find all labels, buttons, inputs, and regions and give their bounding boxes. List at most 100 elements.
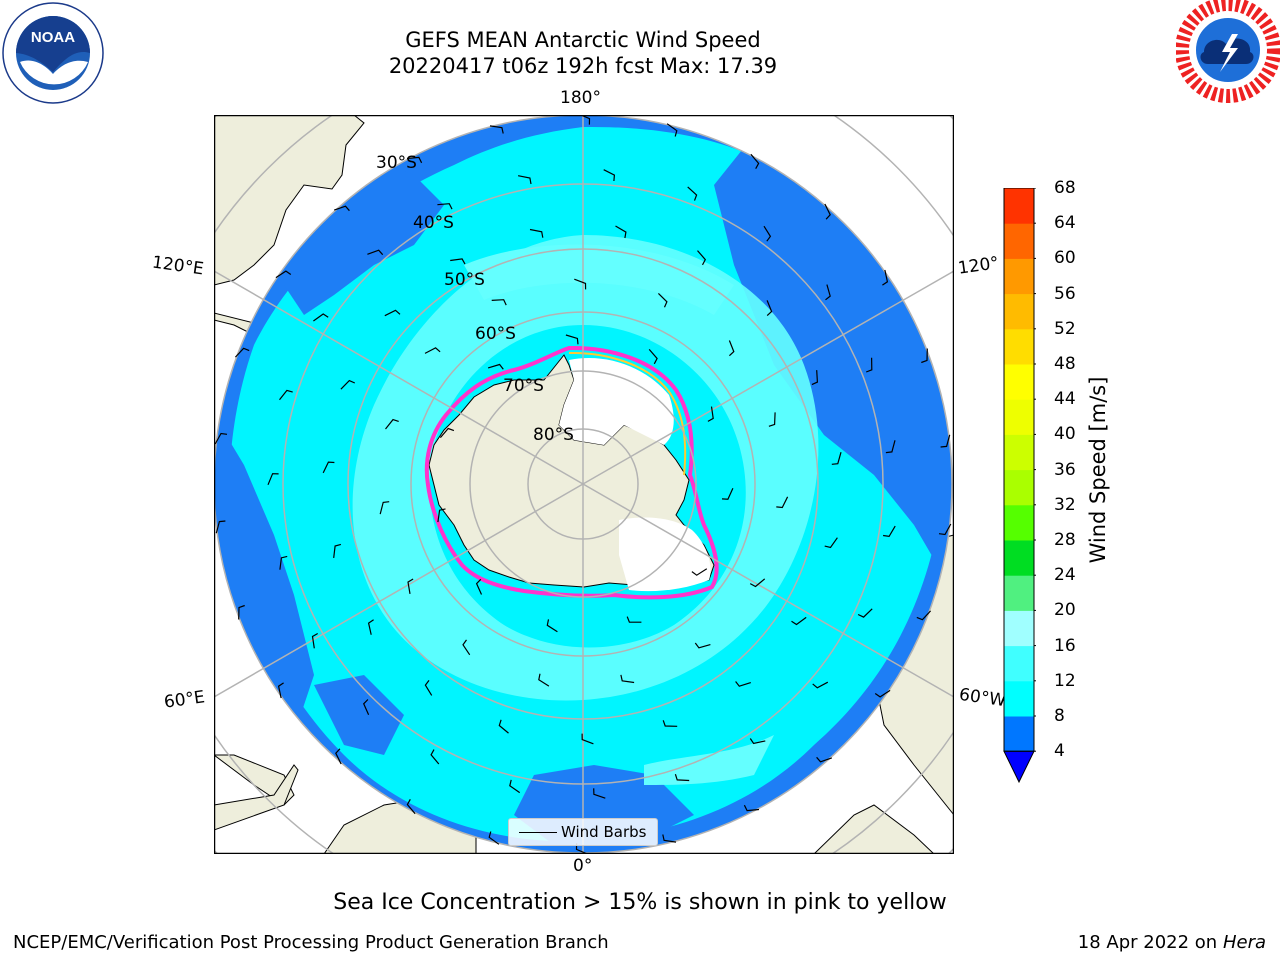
wind-barb — [574, 278, 587, 290]
wind-barb — [824, 203, 831, 220]
legend-label: Wind Barbs — [561, 823, 647, 841]
wind-barb — [234, 347, 250, 358]
colorbar-tick-label: 52 — [1054, 318, 1076, 339]
wind-barb — [313, 313, 329, 322]
colorbar — [1002, 187, 1036, 784]
colorbar-tick-label: 32 — [1054, 494, 1076, 515]
wind-barb — [439, 427, 455, 438]
wind-barb — [674, 774, 690, 782]
wind-barb — [538, 673, 550, 687]
wind-barb — [874, 689, 891, 698]
colorbar-extend-arrow — [1003, 750, 1035, 784]
colorbar-segment — [1004, 575, 1034, 611]
wind-barb — [831, 452, 842, 465]
chart-subtitle: 20220417 t06z 192h fcst Max: 17.39 — [388, 54, 778, 78]
wind-barb — [750, 153, 760, 169]
wind-barb — [766, 300, 773, 317]
footer-date: 18 Apr 2022 on Hera — [1078, 932, 1266, 953]
legend-barb-line — [519, 832, 557, 833]
colorbar-tick-label: 20 — [1054, 600, 1076, 621]
lon-label-bottom: 0° — [573, 856, 593, 876]
wind-barb — [488, 831, 500, 845]
wind-barb — [938, 523, 952, 536]
wind-barb — [921, 348, 928, 364]
footer-date-text: 18 Apr 2022 on — [1077, 932, 1218, 953]
colorbar-segment — [1004, 504, 1034, 541]
lon-label-right-lower: 60°W — [957, 684, 1008, 712]
wind-barb — [620, 674, 635, 684]
noaa-logo: NOAA — [2, 2, 104, 104]
wind-barb — [865, 357, 873, 373]
wind-barb — [883, 525, 896, 538]
wind-barb — [707, 406, 714, 422]
wind-barb — [565, 334, 579, 345]
wind-barb — [215, 520, 226, 534]
wind-barb — [626, 616, 642, 623]
wind-barb — [666, 123, 678, 137]
wind-barb — [940, 434, 951, 448]
wind-barb — [648, 349, 658, 365]
colorbar-tick-label: 12 — [1054, 670, 1076, 691]
wind-barb — [489, 125, 504, 134]
wind-barb — [487, 363, 504, 370]
wind-barb — [275, 270, 292, 279]
colorbar-tick-label: 60 — [1054, 248, 1076, 269]
wind-barb — [450, 258, 466, 265]
colorbar-segment — [1004, 610, 1034, 647]
wind-barb — [238, 604, 245, 620]
lat-label-60s: 60°S — [475, 324, 516, 344]
colorbar-tick-label: 28 — [1054, 530, 1076, 550]
wind-barb — [340, 379, 356, 390]
colorbar-tick-label: 8 — [1054, 706, 1065, 726]
lat-label-80s: 80°S — [533, 425, 574, 445]
wind-barb — [694, 642, 711, 649]
wind-barb — [581, 733, 594, 745]
wind-barb — [721, 488, 734, 500]
lon-label-left-lower: 60°E — [162, 687, 207, 713]
wind-barb — [430, 749, 440, 765]
wind-barb — [615, 225, 627, 239]
wind-barb — [825, 284, 831, 301]
wind-barb — [277, 682, 284, 699]
map-caption: Sea Ice Concentration > 15% is shown in … — [333, 890, 947, 915]
wind-barb — [267, 473, 279, 486]
colorbar-segment — [1004, 645, 1034, 682]
wind-barb — [812, 681, 829, 689]
colorbar-tick-label: 40 — [1054, 424, 1076, 445]
colorbar-tick-label: 44 — [1054, 389, 1076, 410]
wind-barb — [728, 340, 735, 357]
wind-barb — [735, 681, 751, 687]
wind-barb — [743, 804, 760, 812]
wind-barb — [437, 508, 446, 523]
colorbar-segment — [1004, 188, 1034, 224]
colorbar-label: Wind Speed [m/s] — [1086, 376, 1110, 564]
colorbar-segment — [1004, 364, 1034, 400]
wind-barb — [424, 347, 441, 354]
lon-label-left-upper: 120°E — [150, 252, 205, 280]
colorbar-tick-label: 56 — [1054, 283, 1076, 304]
wind-barb — [749, 738, 766, 745]
colorbar-tick-label: 24 — [1054, 565, 1076, 586]
colorbar-segment — [1004, 399, 1034, 435]
map-panel — [213, 114, 955, 855]
footer-system: Hera — [1222, 932, 1266, 953]
noaa-logo-text: NOAA — [31, 29, 75, 46]
map-frame — [213, 114, 955, 855]
wind-barb — [406, 156, 423, 164]
colorbar-segment — [1004, 328, 1034, 365]
colorbar-segment — [1004, 293, 1034, 330]
colorbar-segment — [1004, 680, 1034, 717]
wind-barb — [424, 680, 433, 696]
map-legend: Wind Barbs — [508, 818, 658, 846]
wind-barb — [406, 799, 416, 815]
wind-barb — [279, 389, 293, 401]
wind-barb — [462, 639, 471, 656]
colorbar-tick-label: 4 — [1054, 741, 1065, 762]
wind-barb — [768, 412, 776, 427]
wind-barb — [362, 699, 370, 716]
wind-barb — [687, 186, 698, 201]
colorbar-segment — [1004, 716, 1034, 752]
wind-barb — [407, 578, 414, 595]
wind-barbs — [214, 115, 952, 854]
colorbar-segment — [1004, 258, 1034, 295]
